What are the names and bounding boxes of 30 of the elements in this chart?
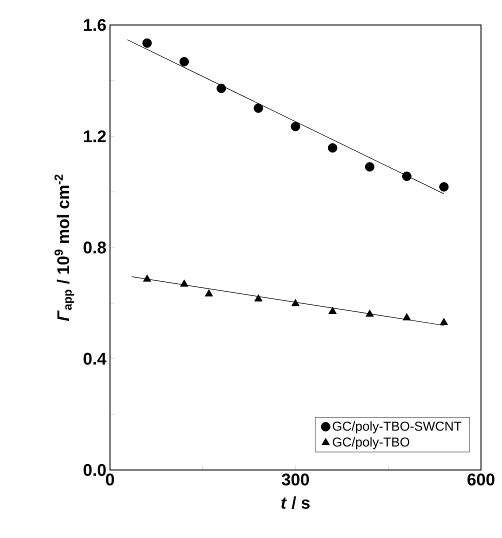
point bbox=[180, 280, 188, 287]
x-tick-label: 0 bbox=[106, 474, 114, 486]
legend-label: GC/poly-TBO bbox=[332, 437, 410, 450]
point bbox=[291, 298, 300, 306]
y-tick-label: 1.2 bbox=[84, 130, 106, 142]
point bbox=[328, 143, 338, 153]
point bbox=[402, 313, 411, 320]
point bbox=[142, 38, 152, 48]
x-tick-label: 600 bbox=[468, 474, 494, 486]
legend-label: GC/poly-TBO-SWCNT bbox=[332, 421, 462, 434]
point bbox=[180, 57, 189, 66]
point bbox=[440, 318, 448, 326]
y-tick-label: 0.4 bbox=[84, 352, 106, 365]
y-tick-label: 1.6 bbox=[84, 19, 106, 31]
point bbox=[290, 122, 300, 132]
point bbox=[204, 289, 214, 296]
point bbox=[365, 162, 374, 172]
point bbox=[439, 182, 449, 192]
point bbox=[254, 103, 264, 113]
point bbox=[366, 310, 374, 317]
point bbox=[402, 172, 412, 181]
y-axis-title: Γ$_{app}$ / 10$^{9}$ mol cm$^{-2}$ bbox=[54, 174, 74, 322]
x-tick-label: 300 bbox=[282, 474, 309, 486]
y-tick-label: 0.8 bbox=[84, 242, 106, 254]
y-tick-label: 0.0 bbox=[84, 464, 106, 476]
x-axis-title: t / s bbox=[281, 496, 310, 509]
point bbox=[328, 306, 337, 314]
point bbox=[254, 294, 262, 302]
point bbox=[143, 274, 152, 282]
point bbox=[216, 84, 226, 94]
